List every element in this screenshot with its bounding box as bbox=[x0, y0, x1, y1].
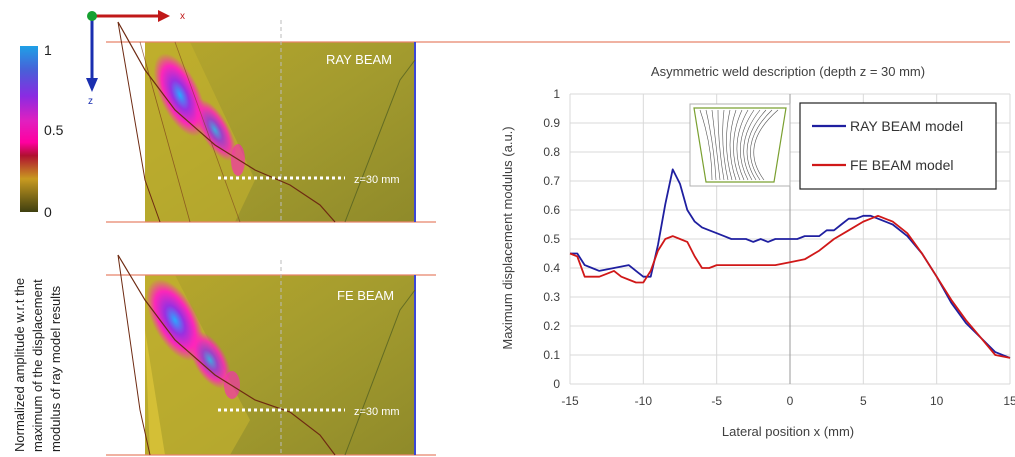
z-axis-label: z bbox=[88, 96, 93, 107]
ray-path-secondary bbox=[139, 41, 191, 223]
x-tick-label: -15 bbox=[561, 394, 579, 408]
fe-depth-label: z=30 mm bbox=[354, 406, 400, 418]
inset-grain-line bbox=[717, 109, 725, 181]
inset-grain-line bbox=[705, 109, 717, 181]
y-axis-title: Maximum displacement modulus (a.u.) bbox=[500, 126, 515, 349]
colorbar-label-line-3: modulus of ray model results bbox=[48, 285, 63, 452]
y-tick-label: 0.9 bbox=[543, 116, 560, 130]
ray-path-return bbox=[344, 59, 416, 223]
fe-ray-path-main bbox=[117, 254, 336, 456]
z-arrow-head bbox=[86, 78, 98, 92]
legend: RAY BEAM model FE BEAM model bbox=[799, 102, 997, 190]
inset-grain-line bbox=[739, 109, 755, 181]
y-tick-label: 0.2 bbox=[543, 319, 560, 333]
legend-label-ray: RAY BEAM model bbox=[850, 118, 963, 134]
inset-grain-line bbox=[753, 109, 779, 181]
colorbar-tick-mid: 0.5 bbox=[44, 122, 64, 138]
ray-path-steep bbox=[117, 21, 161, 223]
x-tick-label: -5 bbox=[711, 394, 722, 408]
inset-grain-line bbox=[711, 109, 721, 181]
inset-grain-line bbox=[736, 109, 749, 181]
y-tick-label: 0.7 bbox=[543, 174, 560, 188]
xz-axes-indicator: x z bbox=[86, 10, 185, 107]
x-axis-title: Lateral position x (mm) bbox=[722, 424, 854, 439]
displacement-chart: Asymmetric weld description (depth z = 3… bbox=[500, 64, 1015, 439]
inset-grain-line bbox=[699, 109, 713, 181]
legend-box bbox=[799, 102, 997, 190]
y-tick-label: 0.6 bbox=[543, 203, 560, 217]
colorbar-label: Normalized amplitude w.r.t the maximum o… bbox=[12, 278, 63, 452]
y-tick-label: 1 bbox=[553, 87, 560, 101]
x-tick-label: 5 bbox=[860, 394, 867, 408]
colorbar: 1 0.5 0 Normalized amplitude w.r.t the m… bbox=[12, 42, 64, 452]
x-tick-label: 0 bbox=[787, 394, 794, 408]
ray-panel-title: RAY BEAM bbox=[326, 52, 392, 67]
y-tick-label: 0.4 bbox=[543, 261, 560, 275]
weld-inset bbox=[689, 103, 791, 187]
colorbar-label-line-1: Normalized amplitude w.r.t the bbox=[12, 278, 27, 452]
inset-grain-line bbox=[743, 109, 761, 181]
y-tick-label: 0.5 bbox=[543, 232, 560, 246]
y-tick-label: 0.1 bbox=[543, 348, 560, 362]
x-tick-label: 10 bbox=[930, 394, 944, 408]
colorbar-tick-max: 1 bbox=[44, 42, 52, 58]
x-arrow-head bbox=[158, 10, 170, 22]
ray-path-tertiary bbox=[174, 41, 241, 223]
inset-grain-line bbox=[733, 109, 743, 181]
x-axis-label: x bbox=[180, 11, 185, 22]
series-line-fe-beam bbox=[569, 214, 1011, 359]
x-tick-label: -10 bbox=[635, 394, 653, 408]
fe-ray-path-steep bbox=[117, 254, 151, 456]
series-line-ray-beam bbox=[570, 168, 1011, 359]
x-tick-labels: -15 -10 -5 0 5 10 15 bbox=[561, 394, 1015, 408]
inset-grain-lines bbox=[699, 109, 779, 181]
colorbar-scale bbox=[20, 46, 38, 212]
inset-grain-line bbox=[722, 109, 729, 181]
fe-field-highlight bbox=[145, 330, 165, 455]
chart-series bbox=[569, 168, 1011, 359]
fe-hotspot-secondary bbox=[188, 331, 232, 389]
y-tick-label: 0.3 bbox=[543, 290, 560, 304]
colorbar-label-line-2: maximum of the displacement bbox=[30, 279, 45, 452]
ray-hotspot-main bbox=[153, 53, 207, 137]
x-tick-label: 15 bbox=[1003, 394, 1015, 408]
fe-beam-panel: z=30 mm FE BEAM bbox=[106, 254, 436, 456]
inset-grain-line bbox=[726, 109, 733, 181]
fe-ray-path-return bbox=[344, 289, 416, 456]
fe-panel-title: FE BEAM bbox=[337, 288, 394, 303]
y-tick-labels: 0 0.1 0.2 0.3 0.4 0.5 0.6 0.7 0.8 0.9 1 bbox=[543, 87, 560, 391]
inset-grain-line bbox=[729, 109, 737, 181]
ray-beam-panel: z=30 mm RAY BEAM bbox=[106, 20, 1010, 223]
origin-dot bbox=[87, 11, 97, 21]
colorbar-tick-min: 0 bbox=[44, 204, 52, 220]
inset-grain-line bbox=[750, 109, 773, 181]
chart-title: Asymmetric weld description (depth z = 3… bbox=[651, 64, 925, 79]
ray-depth-label: z=30 mm bbox=[354, 174, 400, 186]
inset-grain-line bbox=[746, 109, 767, 181]
legend-label-fe: FE BEAM model bbox=[850, 157, 953, 173]
ray-hotspot-secondary bbox=[193, 98, 237, 162]
y-tick-label: 0 bbox=[553, 377, 560, 391]
y-tick-label: 0.8 bbox=[543, 145, 560, 159]
